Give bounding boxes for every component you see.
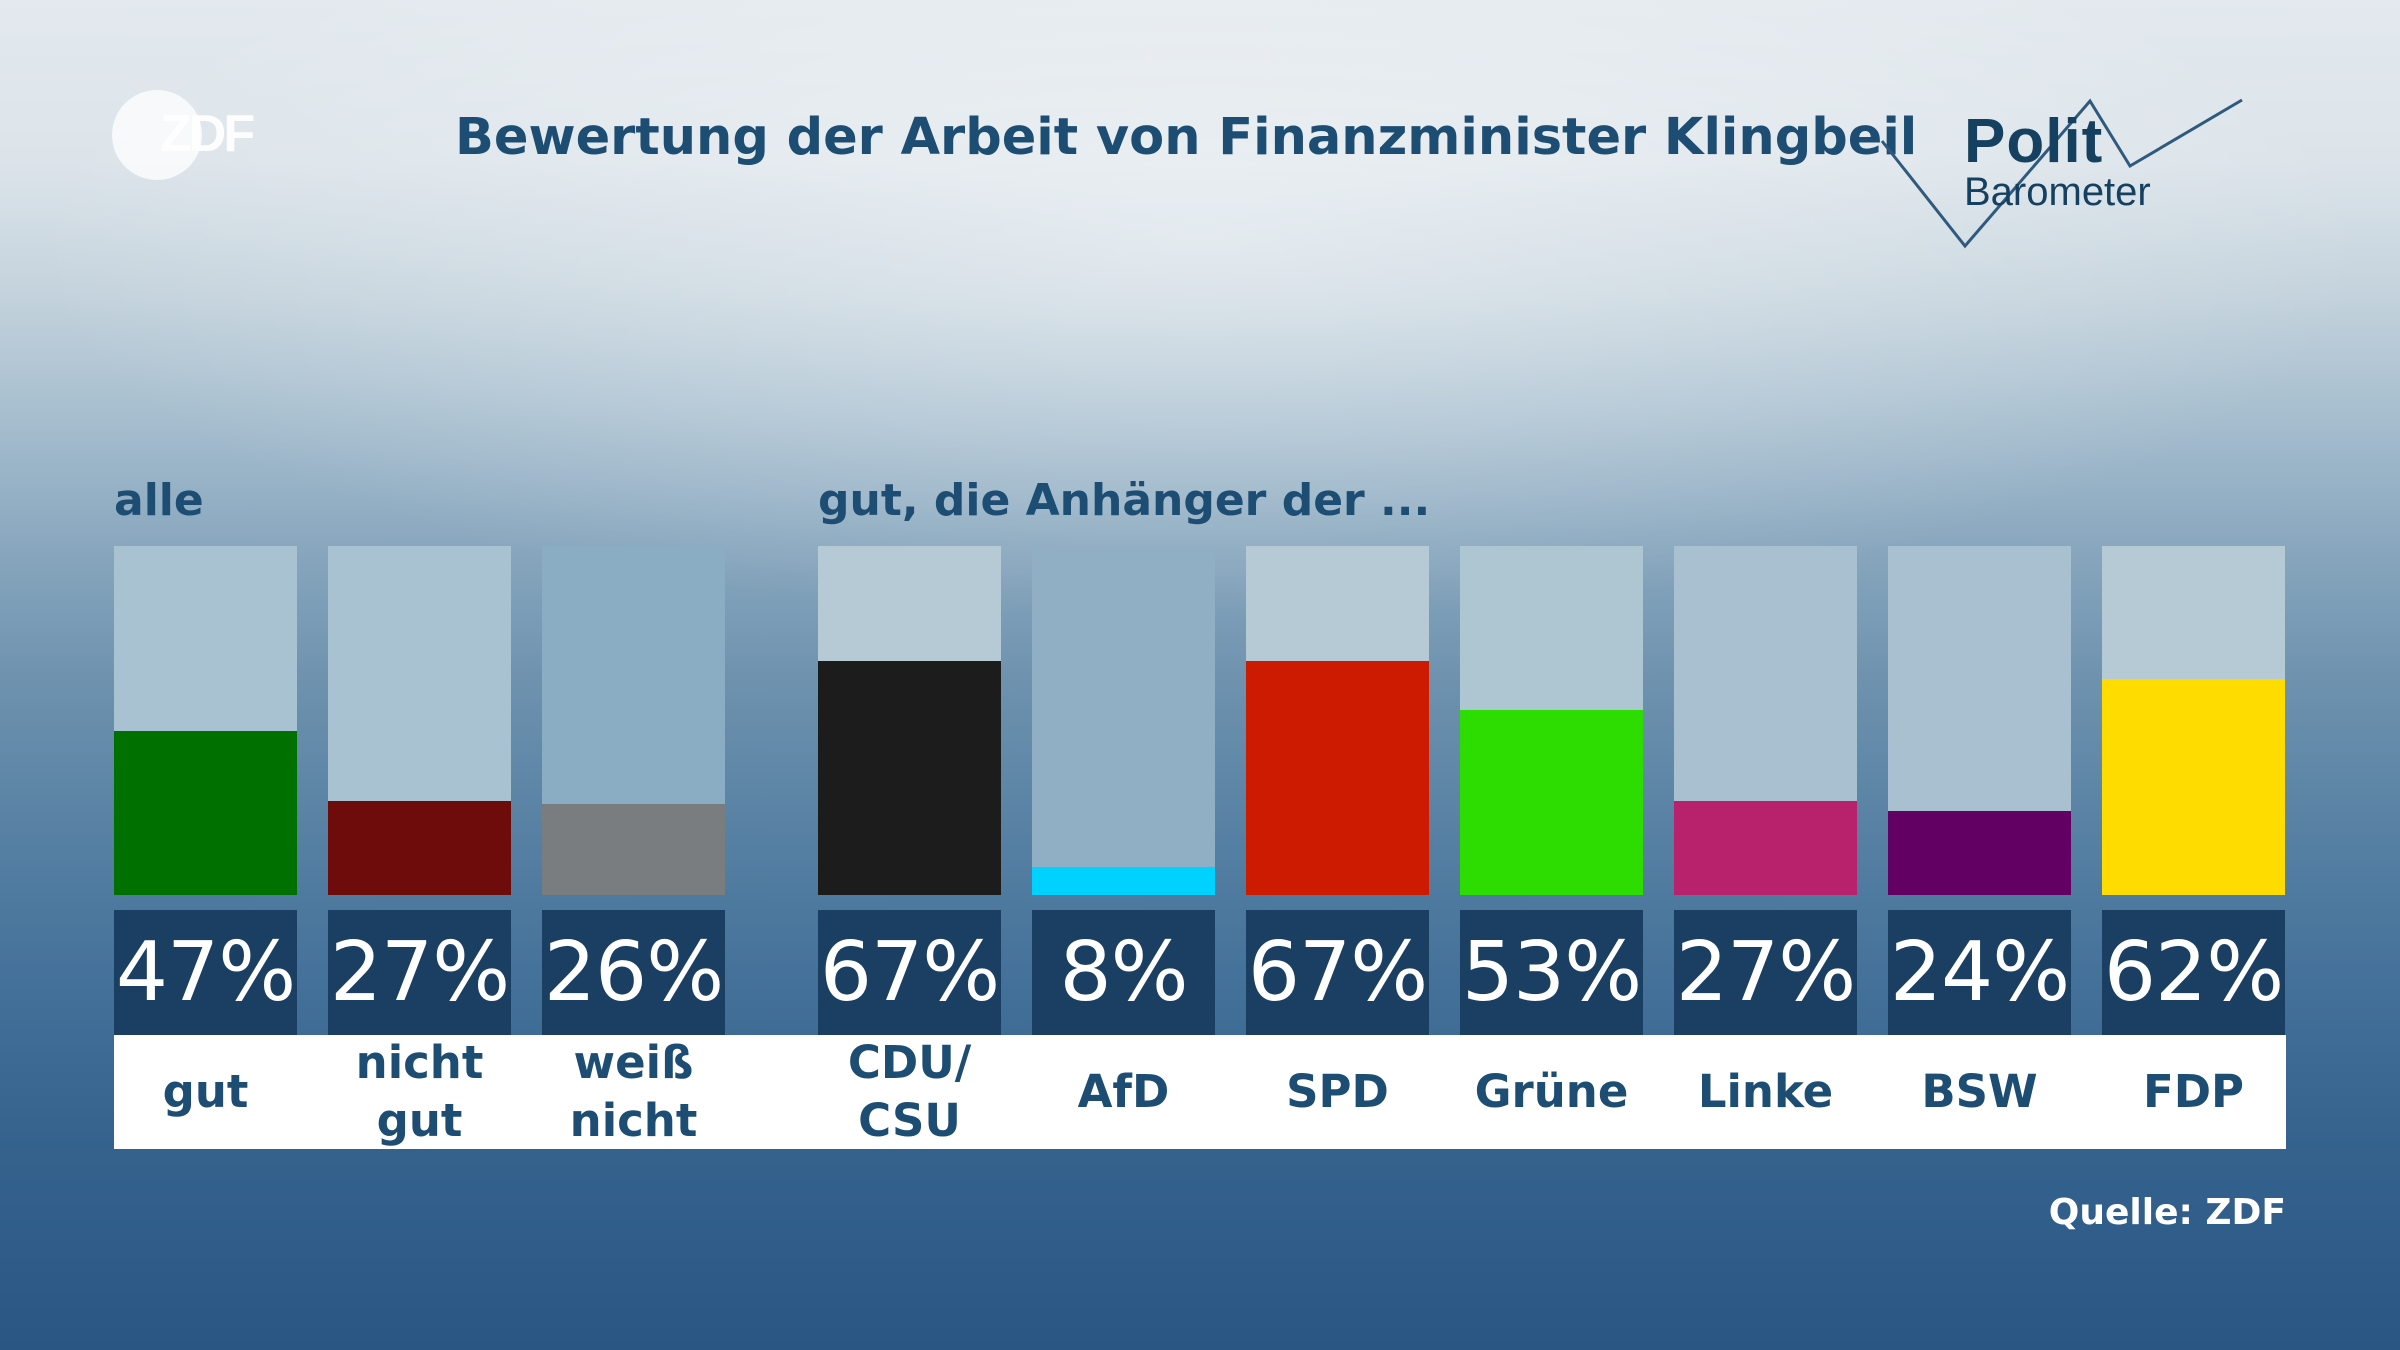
politbarometer-word-barometer: Barometer	[1964, 170, 2151, 214]
category-label-linke: Linke	[1697, 1065, 1834, 1118]
zdf-logo-circle	[112, 90, 202, 180]
bar-gut	[114, 730, 297, 895]
value-label-weiß-nicht: 26%	[542, 910, 725, 1035]
chart-title: Bewertung der Arbeit von Finanzminister …	[455, 108, 1918, 167]
bar-linke	[1674, 800, 1857, 895]
category-label-cdu-csu: CDU/ CSU	[847, 1036, 972, 1147]
value-label-bsw: 24%	[1888, 910, 2071, 1035]
politbarometer-logo: Polit Barometer	[1880, 96, 2260, 256]
bar-track-linke	[1674, 546, 1857, 895]
category-label-grüne: Grüne	[1474, 1065, 1629, 1118]
bar-weiß-nicht	[542, 804, 725, 895]
section-label-all: alle	[114, 475, 204, 526]
section-label-supporters: gut, die Anhänger der ...	[818, 475, 1431, 526]
category-label-nicht-gut: nicht gut	[355, 1036, 484, 1147]
zdf-logo: ZDF	[112, 90, 272, 180]
value-label-gut: 47%	[114, 910, 297, 1035]
category-label-bsw: BSW	[1921, 1065, 2038, 1118]
bar-afd	[1032, 867, 1215, 895]
source-note: Quelle: ZDF	[2048, 1192, 2286, 1233]
bar-cdu-csu	[818, 661, 1001, 895]
bar-track-grüne	[1460, 546, 1643, 895]
value-label-cdu-csu: 67%	[818, 910, 1001, 1035]
category-label-gut: gut	[162, 1065, 249, 1118]
bar-spd	[1246, 661, 1429, 895]
politbarometer-line-icon	[1880, 98, 2243, 249]
category-label-strip	[114, 1035, 2286, 1149]
bar-track-fdp	[2102, 546, 2285, 895]
value-label-fdp: 62%	[2102, 910, 2285, 1035]
bar-track-weiß-nicht	[542, 546, 725, 895]
bar-track-spd	[1246, 546, 1429, 895]
bar-track-afd	[1032, 546, 1215, 895]
bar-track-bsw	[1888, 546, 2071, 895]
bar-track-nicht-gut	[328, 546, 511, 895]
bar-fdp	[2102, 678, 2285, 895]
category-label-afd: AfD	[1077, 1065, 1170, 1118]
category-label-weiß-nicht: weiß nicht	[569, 1036, 698, 1147]
value-label-nicht-gut: 27%	[328, 910, 511, 1035]
zdf-logo-text: ZDF	[160, 105, 255, 163]
bar-track-cdu-csu	[818, 546, 1001, 895]
category-label-spd: SPD	[1286, 1065, 1389, 1118]
bar-bsw	[1888, 811, 2071, 895]
bar-nicht-gut	[328, 800, 511, 895]
value-label-grüne: 53%	[1460, 910, 1643, 1035]
politbarometer-word-polit: Polit	[1964, 107, 2104, 176]
category-label-fdp: FDP	[2142, 1065, 2245, 1118]
value-label-spd: 67%	[1246, 910, 1429, 1035]
bar-track-gut	[114, 546, 297, 895]
value-label-linke: 27%	[1674, 910, 1857, 1035]
value-label-afd: 8%	[1032, 910, 1215, 1035]
bar-grüne	[1460, 710, 1643, 895]
